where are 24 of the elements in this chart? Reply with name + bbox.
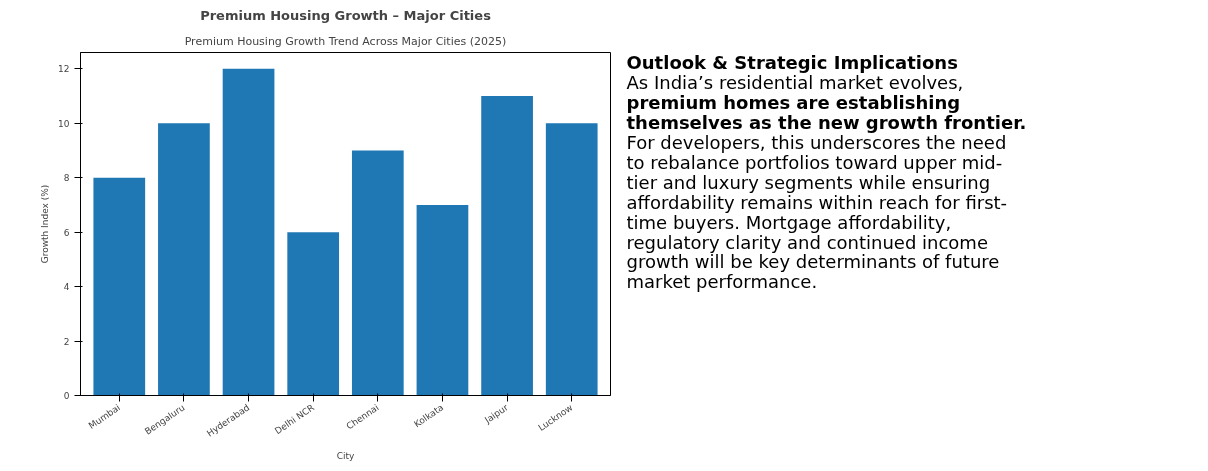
bar (545, 123, 598, 396)
text: premium homes are establishing (626, 92, 961, 114)
y-tick-label: 10 (58, 118, 70, 129)
chart-title: Premium Housing Growth – Major Cities (200, 7, 492, 23)
bar (158, 123, 210, 396)
y-axis-title: Growth Index (%) (40, 184, 51, 264)
bar (93, 177, 146, 396)
bar (351, 150, 404, 396)
bar (481, 96, 533, 396)
y-tick-label: 6 (63, 227, 70, 238)
text: Outlook & Strategic Implications (626, 52, 958, 74)
y-tick-label: 2 (63, 336, 70, 347)
y-tick-label: 0 (63, 391, 70, 401)
y-tick-label: 8 (63, 173, 70, 184)
text: themselves as the new growth frontier. (626, 112, 1027, 134)
bar (222, 68, 275, 396)
y-tick-label: 4 (63, 282, 70, 293)
text: market performance. (626, 271, 818, 293)
bar (416, 204, 469, 396)
x-axis-title: City (336, 450, 355, 461)
bar (287, 232, 340, 396)
chart-subtitle: Premium Housing Growth Trend Across Major Cities (2025) (184, 34, 507, 48)
text: As India’s residential market evolves, (626, 72, 964, 94)
y-tick-label: 12 (58, 64, 70, 75)
